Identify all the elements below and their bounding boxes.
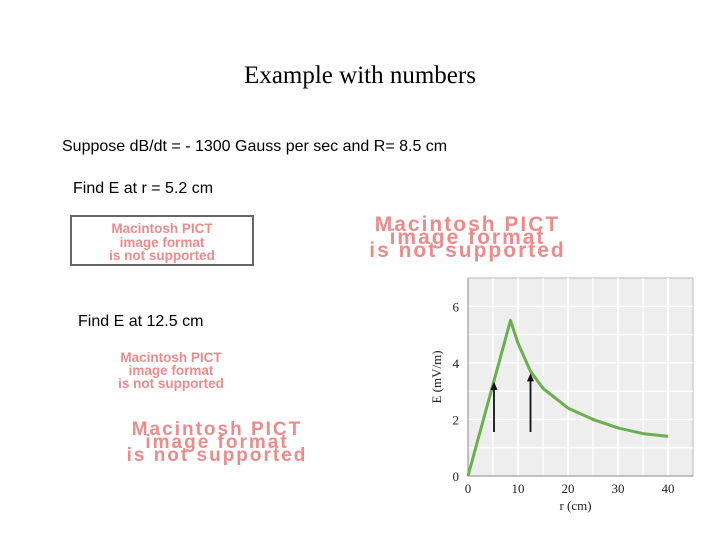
- question-find-e-inside: Find E at r = 5.2 cm: [73, 180, 214, 197]
- y-tick-label: 0: [453, 469, 460, 484]
- series-line: [466, 318, 669, 477]
- x-axis-label: r (cm): [559, 498, 591, 513]
- plot-area: [467, 277, 694, 477]
- electric-field-chart: 0 10 20 30 40 0 2 4 6 r (cm) E (mV/m): [425, 275, 695, 515]
- x-tick-label: 30: [612, 481, 625, 496]
- pict-placeholder-large: Macintosh PICT image format is not suppo…: [126, 419, 308, 466]
- slide-title: Example with numbers: [244, 62, 476, 89]
- x-tick-label: 20: [562, 481, 575, 496]
- pict-placeholder-medium: Macintosh PICT image format is not suppo…: [118, 350, 224, 391]
- pict-placeholder-wide: Macintosh PICT image format is not suppo…: [369, 213, 566, 263]
- y-axis-label: E (mV/m): [429, 350, 444, 403]
- chart-svg: 0 10 20 30 40 0 2 4 6 r (cm) E (mV/m): [429, 277, 694, 513]
- y-tick-label: 2: [453, 412, 460, 427]
- pict-placeholder-boxed: Macintosh PICT image format is not suppo…: [70, 215, 254, 266]
- x-tick-label: 40: [662, 481, 675, 496]
- marker-arrowhead: [527, 373, 534, 382]
- y-tick-label: 4: [453, 356, 460, 371]
- marker-arrowhead: [490, 381, 498, 390]
- x-tick-label: 10: [512, 481, 525, 496]
- question-find-e-outside: Find E at 12.5 cm: [78, 313, 204, 330]
- x-tick-label: 0: [465, 481, 472, 496]
- problem-statement: Suppose dB/dt = - 1300 Gauss per sec and…: [62, 138, 448, 155]
- y-tick-label: 6: [453, 299, 460, 314]
